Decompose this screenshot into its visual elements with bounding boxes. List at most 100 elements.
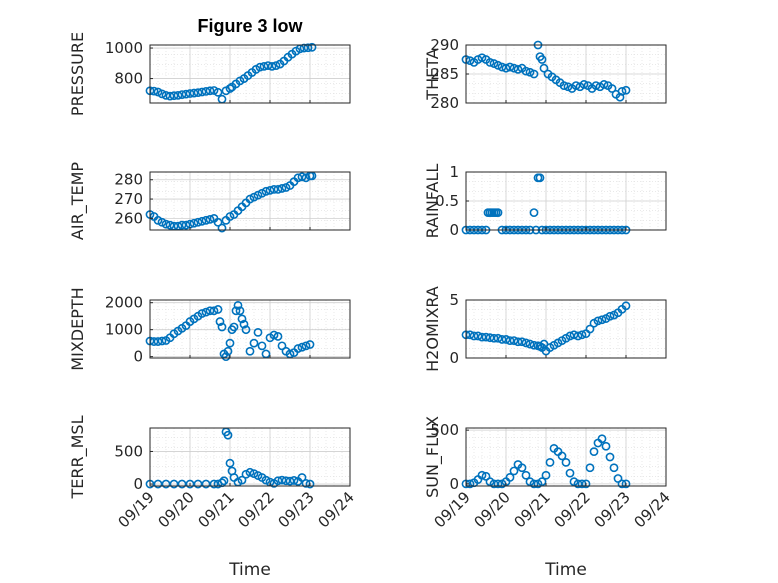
data-point [261,186,271,196]
data-point [209,306,219,316]
data-point [513,64,523,74]
data-point [525,339,535,349]
data-point [473,331,483,341]
data-point [213,305,223,314]
data-point [579,80,589,89]
data-point [213,87,223,97]
axes-box [465,299,667,359]
data-point [281,476,291,486]
series-markers [145,42,317,104]
x-tick-label: 09/22 [551,488,594,531]
data-point [157,336,167,346]
data-point [217,322,227,332]
data-point [545,457,555,467]
axes-box [149,299,351,359]
data-point [273,332,283,341]
data-point [485,58,495,67]
data-point [537,55,547,64]
data-point [517,463,527,473]
data-point [529,479,539,489]
y-tick-label: 260 [114,209,143,227]
x-tick-label: 09/23 [275,488,318,531]
pressure-axes: 800 1000 PRESSURE Figure 3 low [68,16,351,116]
data-point [181,89,191,99]
y-tick-label: 2000 [105,294,143,312]
data-point [529,208,539,217]
data-point [589,447,599,457]
chart-title: Figure 3 low [197,16,303,36]
data-point [231,306,241,316]
data-point [197,216,207,226]
data-point [255,62,265,72]
data-point [307,42,317,52]
data-point [253,327,263,337]
data-point [293,344,303,353]
data-point [277,184,287,193]
data-point [267,61,277,71]
y-axis-label: SUN_FLUX [423,416,443,498]
grid [150,428,350,486]
data-point [489,333,499,343]
data-point [585,324,595,334]
data-point [585,463,595,473]
data-point [577,330,587,340]
data-point [477,470,487,480]
data-point [257,341,267,351]
data-point [173,90,183,100]
data-point [537,477,547,487]
axes-box [149,427,351,487]
data-point [301,341,311,351]
data-point [269,184,279,194]
data-point [297,473,307,482]
data-point [225,84,235,93]
data-point [505,473,515,482]
data-point [607,84,617,93]
data-point [509,466,519,476]
data-point [223,430,233,440]
y-axis-label: MIXDEPTH [68,287,87,370]
series-markers [145,300,315,362]
data-point [557,451,567,461]
y-tick-label: 0 [449,221,459,239]
data-point [605,452,615,462]
y-tick-label: 0 [133,348,143,366]
data-point [303,43,313,53]
data-point [599,80,609,89]
data-point [535,173,545,183]
data-point [559,81,569,90]
data-point [165,91,175,101]
data-point [505,62,515,72]
data-point [493,208,503,217]
data-point [509,63,519,73]
data-point [581,479,591,489]
y-tick-label: 1 [449,163,459,181]
data-point [299,43,309,53]
x-tick-label: 09/24 [315,488,358,531]
data-point [217,223,227,233]
x-tick-label: 09/21 [511,488,554,531]
y-tick-label: 290 [430,36,459,54]
data-point [621,479,631,489]
data-point [493,479,503,489]
data-point [621,85,631,95]
data-point [237,475,247,485]
data-point [285,476,295,486]
x-tick-label: 09/22 [235,488,278,531]
data-point [189,88,199,98]
data-point [177,220,187,230]
data-point [185,479,195,489]
x-axis-label: Time [544,560,587,580]
data-point [181,220,191,230]
data-point [209,479,219,489]
data-point [213,217,223,227]
y-tick-label: 270 [114,190,143,208]
data-point [201,87,211,96]
data-point [201,479,211,489]
y-axis-label: TERR_MSL [68,415,88,499]
data-point [269,330,279,340]
axes-box [465,427,667,487]
data-point [571,81,581,90]
data-point [277,475,287,485]
